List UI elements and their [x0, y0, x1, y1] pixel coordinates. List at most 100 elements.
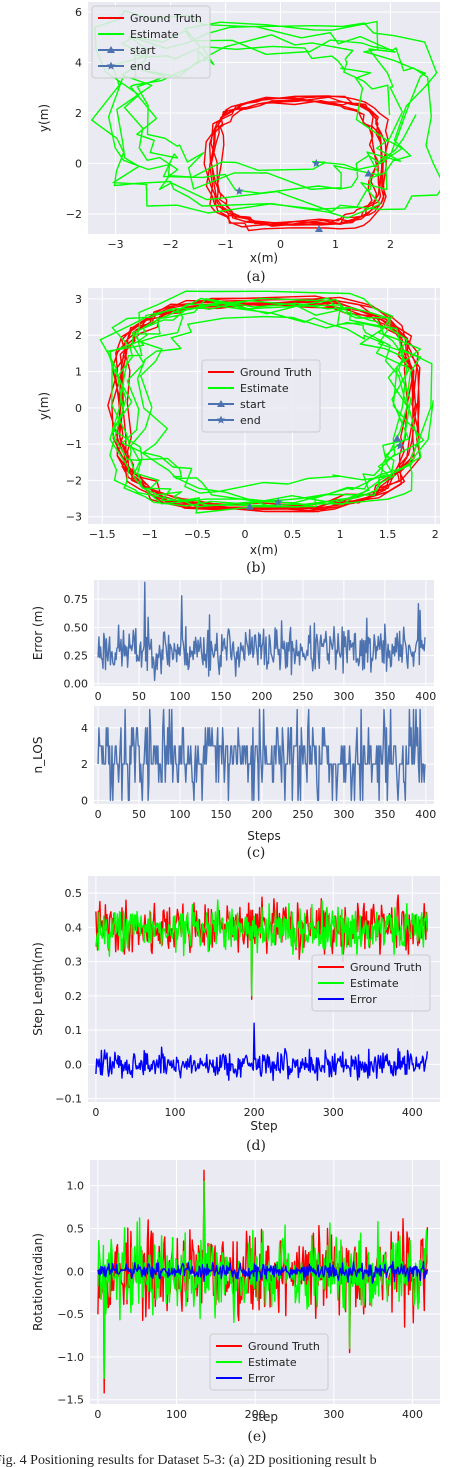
series-estimate	[91, 10, 440, 219]
x-axis-label: Step	[250, 1119, 277, 1133]
y-tick-label: 0.0	[67, 1265, 85, 1278]
legend-end-marker	[106, 61, 116, 70]
x-axis-label: x(m)	[250, 251, 278, 265]
x-tick-label: 400	[402, 1408, 423, 1421]
x-tick-label: 300	[323, 1408, 344, 1421]
x-tick-label: 150	[210, 690, 231, 703]
legend-box	[201, 359, 321, 433]
end-marker	[312, 158, 321, 167]
legend: Ground Truth Estimate Error	[311, 954, 431, 1012]
x-tick-label: 200	[251, 690, 272, 703]
legend: Ground Truth Estimate start end	[91, 5, 211, 79]
y-tick-label: 1.0	[67, 1180, 85, 1193]
figure-caption: Fig. 4 Positioning results for Dataset 5…	[0, 1453, 377, 1467]
plot-area	[99, 290, 434, 514]
y-tick-label: 0.50	[64, 621, 89, 634]
legend-box	[91, 5, 211, 79]
series-estimate	[99, 290, 434, 514]
y-tick-label: 2	[81, 758, 88, 771]
legend-label: Estimate	[240, 382, 289, 395]
x-tick-label: 100	[166, 1408, 187, 1421]
plot-area	[97, 581, 426, 682]
x-tick-label: 0	[277, 238, 284, 251]
x-tick-label: 200	[251, 808, 272, 821]
x-tick-label: 50	[132, 690, 146, 703]
legend-start-marker	[217, 400, 225, 407]
y-tick-label: −1.0	[57, 1351, 84, 1364]
x-tick-label: 400	[415, 690, 436, 703]
x-tick-label: 2	[387, 238, 394, 251]
x-tick-label: 0	[92, 1106, 99, 1119]
x-axis-label: Steps	[247, 829, 281, 843]
y-tick-label: 0.0	[65, 1058, 83, 1071]
series-line	[97, 708, 426, 802]
y-tick-label: −2	[66, 208, 82, 221]
x-axis-label: step	[252, 1410, 278, 1424]
end-marker	[395, 441, 405, 450]
x-tick-label: 250	[292, 808, 313, 821]
y-tick-label: 3	[75, 293, 82, 306]
x-tick-label: 1	[332, 238, 339, 251]
legend-label: end	[240, 414, 261, 427]
series-estimate	[95, 899, 428, 997]
x-tick-label: 0	[95, 690, 102, 703]
legend: Ground Truth Estimate Error	[209, 1333, 329, 1391]
y-tick-label: 0.3	[65, 956, 83, 969]
y-tick-label: 2	[75, 107, 82, 120]
legend-label: Ground Truth	[350, 961, 422, 974]
legend-label: Estimate	[248, 1356, 297, 1369]
x-tick-label: 350	[374, 690, 395, 703]
x-tick-label: −2	[162, 238, 178, 251]
chart-c-nlos: 0 50 100 150 200 250 300 350 400 0 2 4 n_LOS Steps (c)	[31, 706, 436, 861]
x-tick-label: 200	[245, 1408, 266, 1421]
x-tick-label: 1.5	[379, 528, 397, 541]
x-tick-label: −0.5	[184, 528, 211, 541]
y-tick-label: 0.5	[67, 1222, 85, 1235]
x-tick-label: 100	[165, 1106, 186, 1119]
legend-label: Error	[350, 993, 377, 1006]
y-tick-label: 0.00	[64, 678, 89, 691]
x-tick-label: 300	[333, 808, 354, 821]
y-axis-label: Error (m)	[31, 606, 45, 660]
y-tick-label: 0.1	[65, 1024, 83, 1037]
y-tick-label: 0.4	[65, 921, 83, 934]
panel-sublabel: (a)	[246, 269, 265, 285]
legend-box	[311, 954, 431, 1012]
legend-label: start	[130, 44, 156, 57]
start-marker	[364, 169, 373, 177]
y-tick-label: 0.75	[64, 593, 89, 606]
legend-label: Ground Truth	[240, 366, 312, 379]
x-tick-label: −1	[142, 528, 158, 541]
x-tick-label: 50	[132, 808, 146, 821]
legend-label: Ground Truth	[130, 12, 202, 25]
y-tick-label: −3	[66, 511, 82, 524]
x-tick-label: 0	[241, 528, 248, 541]
x-tick-label: 400	[415, 808, 436, 821]
chart-c-error: 0 50 100 150 200 250 300 350 400 0.00 0.25 0.50 0.75…	[31, 580, 436, 703]
legend-box	[209, 1333, 329, 1391]
legend-label: start	[240, 398, 266, 411]
y-tick-label: −2	[66, 474, 82, 487]
x-tick-label: 1	[337, 528, 344, 541]
panel-sublabel: (d)	[246, 1138, 266, 1154]
chart-b: −1.5 −1 −0.5 0 0.5 1 1.5 2 −3 −2 −1 0 1 2 3 y(m) x(m) (b)…	[37, 288, 440, 576]
series-error	[97, 1260, 429, 1284]
end-marker	[235, 186, 244, 195]
y-axis-label: Rotation(radian)	[31, 1233, 45, 1331]
x-tick-label: 100	[170, 808, 191, 821]
y-tick-label: −1	[66, 438, 82, 451]
y-tick-label: 4	[81, 722, 88, 735]
y-tick-label: 0.25	[64, 650, 89, 663]
x-tick-label: 250	[292, 690, 313, 703]
y-tick-label: 0.5	[65, 887, 83, 900]
series-line	[97, 581, 426, 682]
y-tick-label: 0	[81, 794, 88, 807]
x-tick-label: 200	[244, 1106, 265, 1119]
series-error	[95, 1022, 428, 1082]
x-axis-label: x(m)	[250, 543, 278, 557]
x-tick-label: 150	[210, 808, 231, 821]
start-marker	[315, 224, 323, 232]
series-estimate	[97, 1180, 429, 1379]
start-marker	[245, 502, 254, 510]
